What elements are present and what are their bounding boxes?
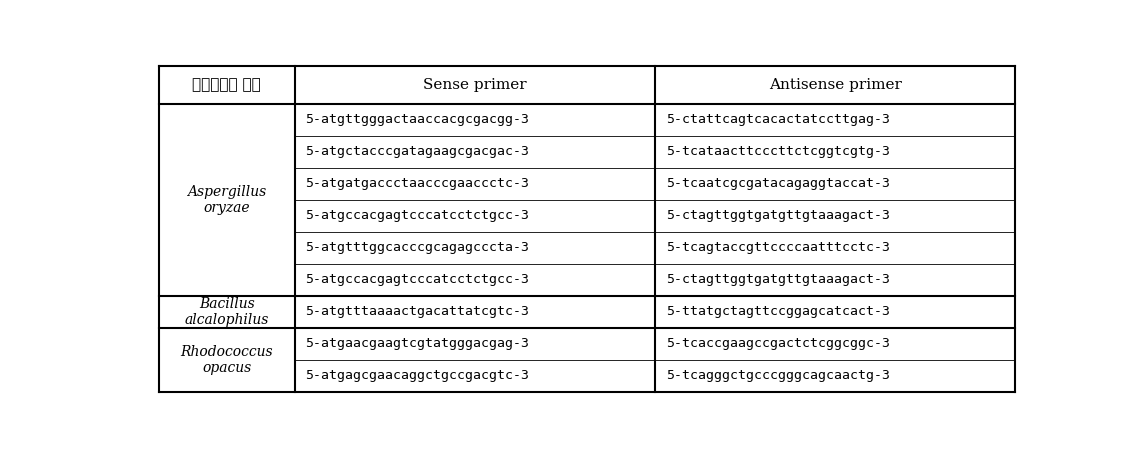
- Text: 5-tcagtaccgttccccaatttcctc-3: 5-tcagtaccgttccccaatttcctc-3: [666, 241, 889, 254]
- Text: 5-ctagttggtgatgttgtaaagact-3: 5-ctagttggtgatgttgtaaagact-3: [666, 209, 889, 222]
- Text: 5-tcaccgaagccgactctcggcggc-3: 5-tcaccgaagccgactctcggcggc-3: [666, 338, 889, 350]
- Text: 5-ttatgctagttccggagcatcact-3: 5-ttatgctagttccggagcatcact-3: [666, 305, 889, 318]
- Text: 5-atgttgggactaaccacgcgacgg-3: 5-atgttgggactaaccacgcgacgg-3: [305, 113, 529, 126]
- Text: Antisense primer: Antisense primer: [769, 78, 902, 92]
- Text: 5-atgatgaccctaacccgaaccctc-3: 5-atgatgaccctaacccgaaccctc-3: [305, 177, 529, 190]
- Text: 지방생합성 균주: 지방생합성 균주: [193, 77, 261, 92]
- Text: 5-atgtttaaaactgacattatcgtc-3: 5-atgtttaaaactgacattatcgtc-3: [305, 305, 529, 318]
- Text: 5-tcataacttcccttctcggtcgtg-3: 5-tcataacttcccttctcggtcgtg-3: [666, 145, 889, 158]
- Text: 5-atgagcgaacaggctgccgacgtc-3: 5-atgagcgaacaggctgccgacgtc-3: [305, 369, 529, 382]
- Text: 5-atgaacgaagtcgtatgggacgag-3: 5-atgaacgaagtcgtatgggacgag-3: [305, 338, 529, 350]
- Text: Sense primer: Sense primer: [423, 78, 526, 92]
- Text: 5-ctattcagtcacactatccttgag-3: 5-ctattcagtcacactatccttgag-3: [666, 113, 889, 126]
- Text: Bacillus
alcalophilus: Bacillus alcalophilus: [185, 297, 269, 327]
- Text: 5-atgccacgagtcccatcctctgcc-3: 5-atgccacgagtcccatcctctgcc-3: [305, 273, 529, 286]
- Text: 5-atgtttggcacccgcagagcccta-3: 5-atgtttggcacccgcagagcccta-3: [305, 241, 529, 254]
- Text: 5-atgctacccgatagaagcgacgac-3: 5-atgctacccgatagaagcgacgac-3: [305, 145, 529, 158]
- Text: 5-atgccacgagtcccatcctctgcc-3: 5-atgccacgagtcccatcctctgcc-3: [305, 209, 529, 222]
- Text: 5-tcagggctgcccgggcagcaactg-3: 5-tcagggctgcccgggcagcaactg-3: [666, 369, 889, 382]
- Text: Aspergillus
oryzae: Aspergillus oryzae: [187, 184, 267, 215]
- Text: Rhodococcus
opacus: Rhodococcus opacus: [181, 345, 273, 375]
- Text: 5-tcaatcgcgatacagaggtaccat-3: 5-tcaatcgcgatacagaggtaccat-3: [666, 177, 889, 190]
- Text: 5-ctagttggtgatgttgtaaagact-3: 5-ctagttggtgatgttgtaaagact-3: [666, 273, 889, 286]
